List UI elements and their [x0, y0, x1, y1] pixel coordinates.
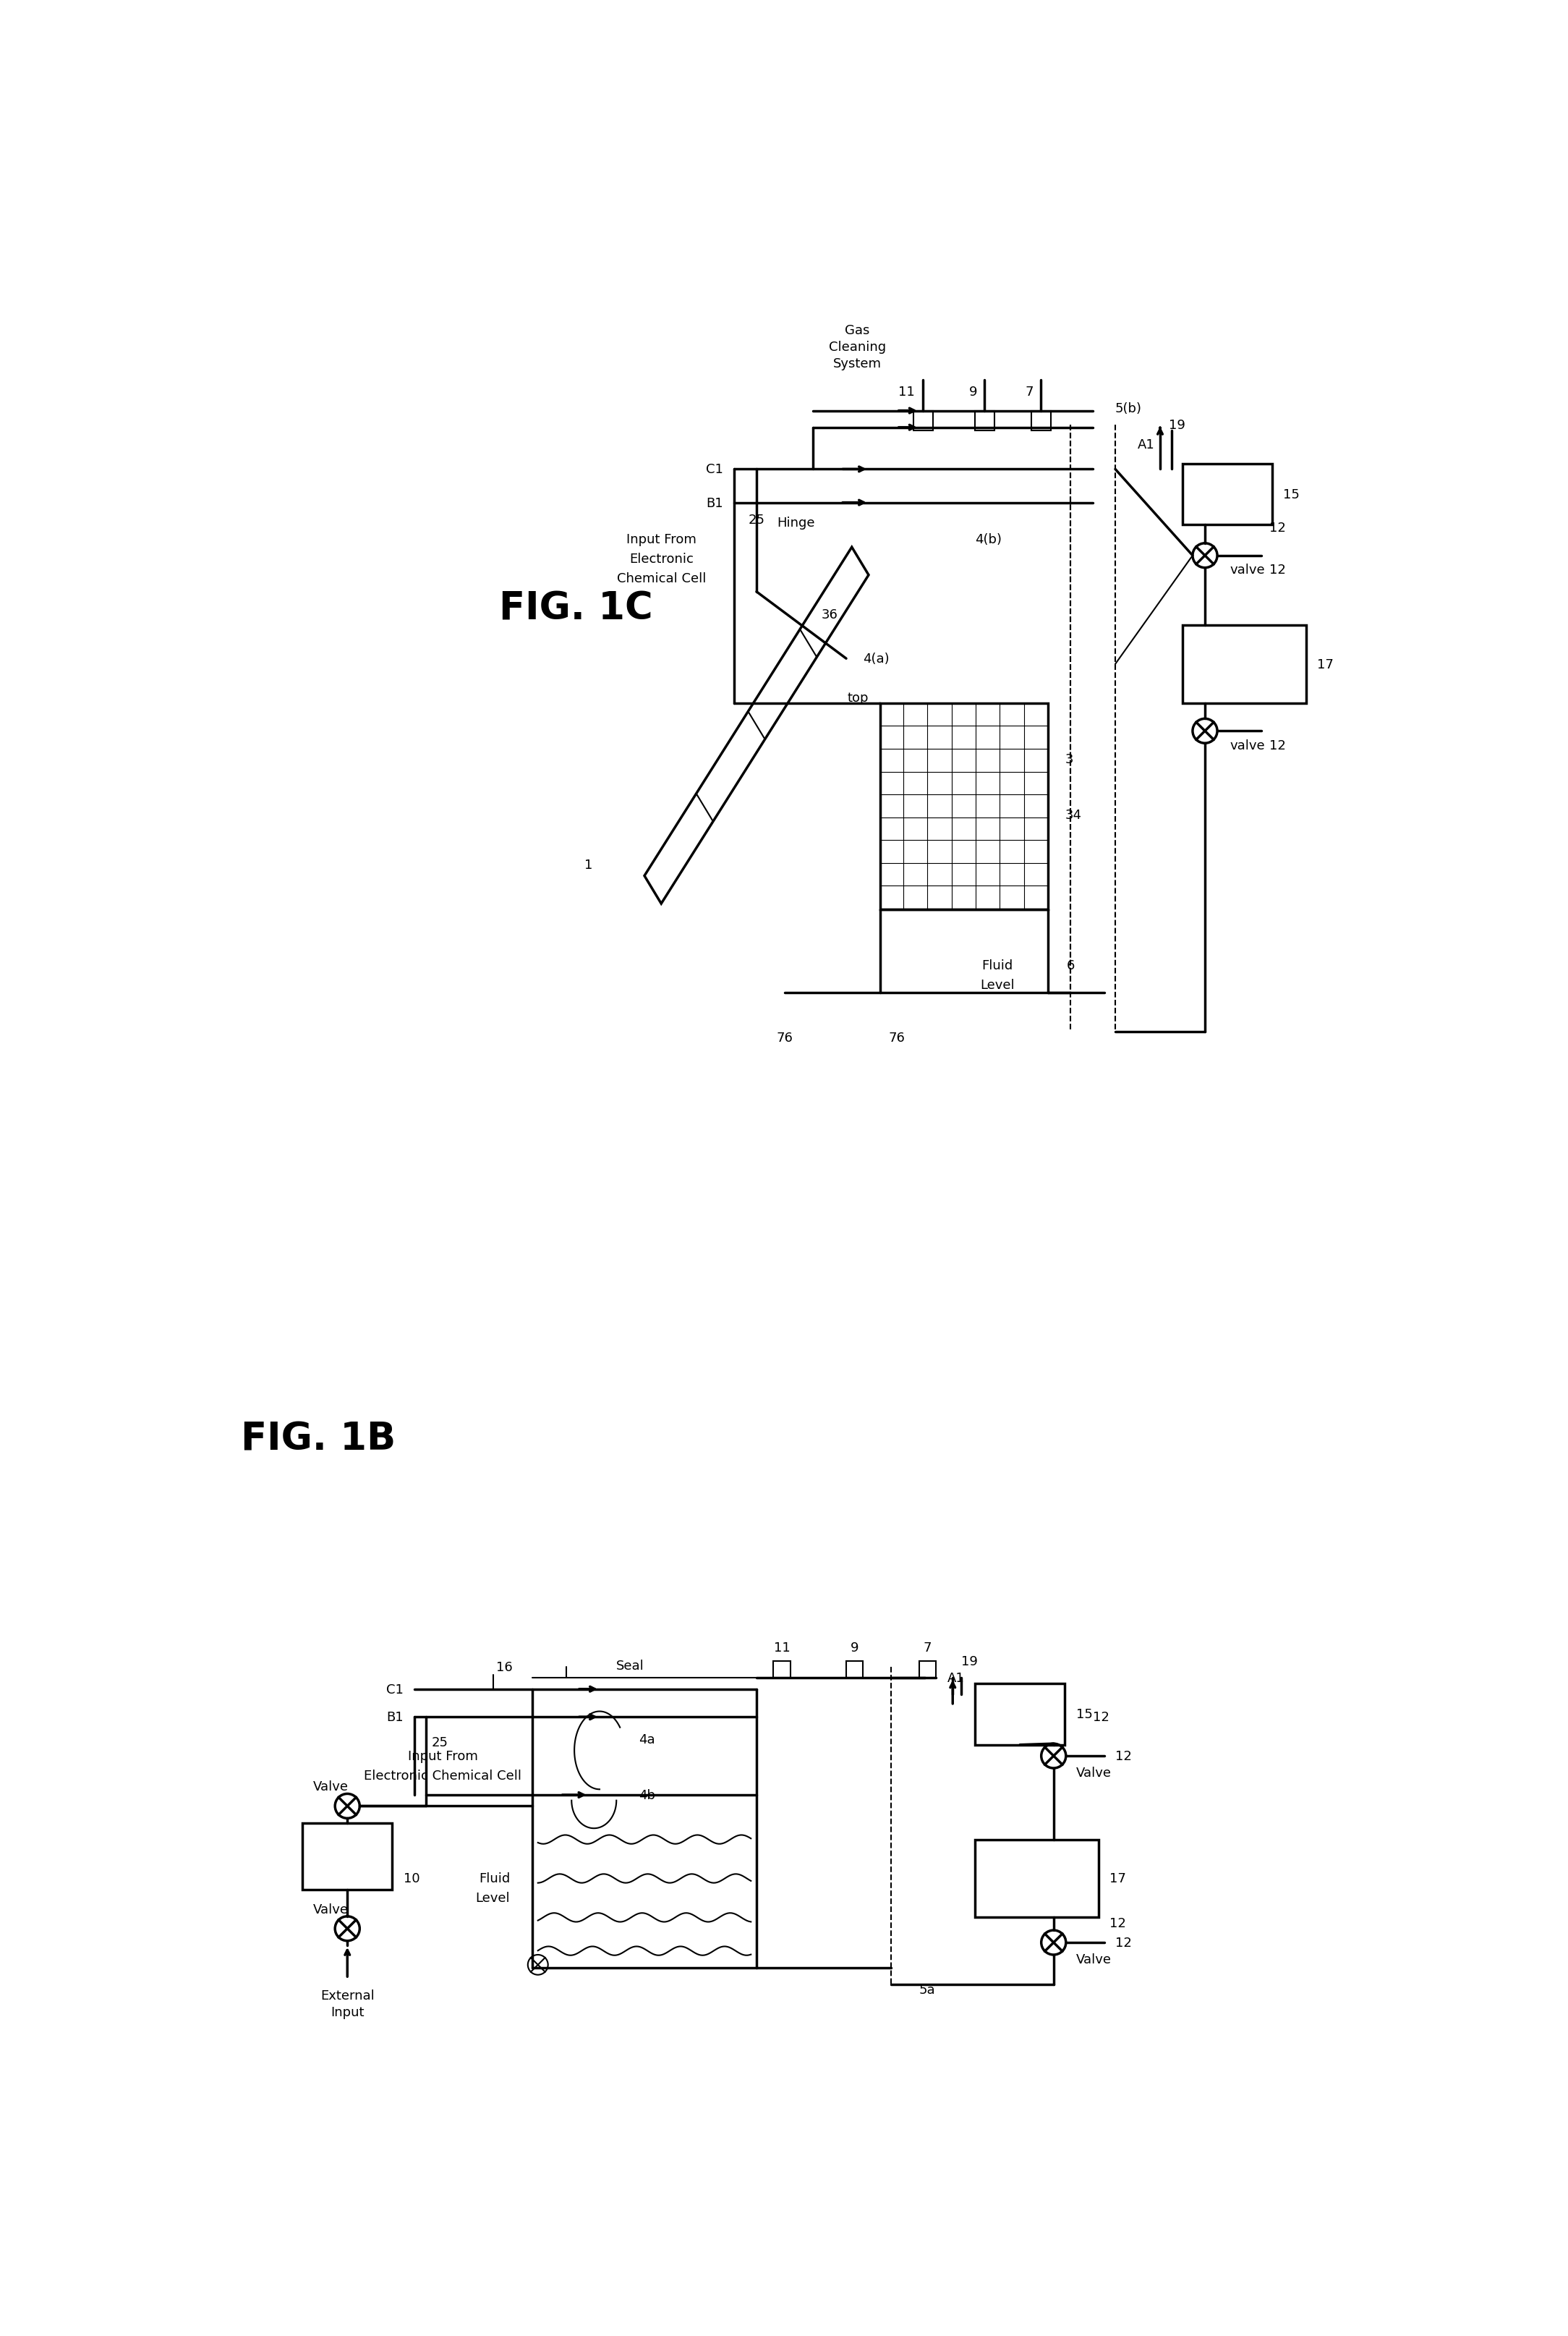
Text: Hinge: Hinge [776, 516, 815, 528]
Text: 12: 12 [1115, 1937, 1132, 1948]
Text: Fluid: Fluid [478, 1871, 510, 1885]
Text: Valve: Valve [312, 1780, 348, 1794]
Text: Fluid: Fluid [982, 958, 1013, 972]
Bar [975, 1684, 1065, 1745]
Text: Input: Input [331, 2007, 364, 2018]
Text: valve: valve [1231, 738, 1265, 752]
Text: 11: 11 [773, 1640, 790, 1654]
Text: Input From: Input From [408, 1750, 478, 1764]
Text: Valve: Valve [1076, 1953, 1112, 1967]
Text: 25: 25 [748, 514, 765, 526]
Bar [975, 411, 994, 430]
Text: A1: A1 [947, 1673, 964, 1684]
Text: B1: B1 [386, 1710, 403, 1724]
Text: 19: 19 [961, 1654, 978, 1668]
Text: 19: 19 [1168, 418, 1185, 432]
Bar [919, 1661, 936, 1677]
Bar [1182, 465, 1272, 526]
Text: C1: C1 [386, 1682, 403, 1696]
Text: 4(a): 4(a) [862, 652, 889, 666]
Text: 4(b): 4(b) [975, 533, 1002, 547]
Text: 76: 76 [776, 1030, 793, 1044]
Text: Chemical Cell: Chemical Cell [616, 572, 706, 584]
Text: Electronic: Electronic [629, 551, 693, 565]
Text: 36: 36 [822, 607, 837, 621]
Text: 15: 15 [1283, 488, 1300, 502]
Text: Valve: Valve [312, 1904, 348, 1916]
Text: 5(b): 5(b) [1115, 402, 1142, 416]
Text: 25: 25 [431, 1736, 448, 1750]
Text: 12: 12 [1270, 738, 1286, 752]
Text: 10: 10 [403, 1871, 420, 1885]
Text: 1: 1 [585, 860, 593, 871]
Bar [847, 1661, 862, 1677]
Text: 4b: 4b [638, 1789, 655, 1801]
Text: 16: 16 [495, 1661, 513, 1673]
Text: 7: 7 [1025, 385, 1033, 397]
Text: 17: 17 [1110, 1871, 1126, 1885]
Text: Input From: Input From [626, 533, 696, 547]
Text: 17: 17 [1317, 659, 1333, 670]
Text: 12: 12 [1270, 563, 1286, 577]
Text: Cleaning: Cleaning [829, 341, 886, 353]
Bar [303, 1822, 392, 1890]
Text: 15: 15 [1076, 1708, 1093, 1722]
Text: 12: 12 [1115, 1750, 1132, 1764]
Text: 9: 9 [969, 385, 977, 397]
Text: B1: B1 [706, 498, 723, 509]
Text: 6: 6 [1066, 958, 1074, 972]
Text: FIG. 1C: FIG. 1C [499, 591, 652, 628]
Bar [1032, 411, 1051, 430]
Text: 9: 9 [850, 1640, 859, 1654]
Text: 34: 34 [1065, 808, 1082, 822]
Text: 11: 11 [898, 385, 914, 397]
Text: Gas: Gas [845, 325, 870, 336]
Text: C1: C1 [706, 463, 723, 477]
Text: Valve: Valve [1076, 1766, 1112, 1780]
Text: 12: 12 [1110, 1916, 1126, 1930]
Text: valve: valve [1231, 563, 1265, 577]
Text: 3: 3 [1065, 752, 1073, 766]
Text: A1: A1 [1138, 439, 1156, 451]
Bar [975, 1838, 1099, 1918]
Bar [773, 1661, 790, 1677]
Text: 76: 76 [889, 1030, 905, 1044]
Bar [1182, 626, 1306, 703]
Text: System: System [833, 357, 881, 371]
Text: 5a: 5a [919, 1983, 936, 1997]
Text: Seal: Seal [616, 1659, 644, 1673]
Text: top: top [847, 691, 869, 705]
Text: 4a: 4a [638, 1733, 655, 1745]
Text: 7: 7 [924, 1640, 931, 1654]
Text: 12: 12 [1270, 521, 1286, 535]
Text: Level: Level [980, 979, 1014, 990]
Bar [914, 411, 933, 430]
Text: FIG. 1B: FIG. 1B [241, 1420, 395, 1458]
Text: Electronic Chemical Cell: Electronic Chemical Cell [364, 1768, 522, 1782]
Text: External: External [320, 1988, 375, 2002]
Text: Level: Level [475, 1892, 510, 1904]
Bar [880, 703, 1047, 909]
Text: 12: 12 [1093, 1710, 1110, 1724]
